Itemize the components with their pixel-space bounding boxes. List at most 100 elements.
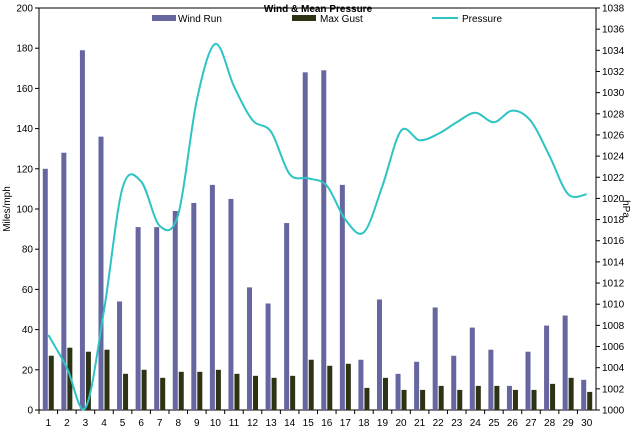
bar-max-gust bbox=[420, 389, 426, 410]
bar-max-gust bbox=[271, 377, 277, 410]
bar-wind-run bbox=[154, 227, 160, 410]
y-tick-label: 120 bbox=[16, 164, 33, 175]
x-tick-label: 14 bbox=[284, 418, 296, 429]
bar-wind-run bbox=[61, 152, 67, 410]
y-tick-label: 80 bbox=[22, 245, 34, 256]
x-tick-label: 3 bbox=[83, 418, 89, 429]
x-tick-label: 25 bbox=[488, 418, 500, 429]
bar-max-gust bbox=[550, 383, 556, 410]
bar-wind-run bbox=[488, 349, 494, 410]
x-tick-label: 5 bbox=[120, 418, 126, 429]
x-tick-label: 19 bbox=[377, 418, 389, 429]
x-tick-label: 13 bbox=[266, 418, 278, 429]
bar-wind-run bbox=[228, 198, 234, 410]
x-tick-label: 1 bbox=[46, 418, 52, 429]
bar-max-gust bbox=[327, 365, 333, 410]
pressure-line bbox=[47, 42, 587, 411]
bar-max-gust bbox=[141, 369, 147, 410]
x-tick-label: 16 bbox=[321, 418, 333, 429]
bar-wind-run bbox=[321, 70, 327, 410]
y2-tick-label: 1036 bbox=[602, 25, 625, 36]
x-tick-label: 24 bbox=[470, 418, 482, 429]
y2-tick-label: 1032 bbox=[602, 67, 625, 78]
bar-max-gust bbox=[494, 385, 500, 410]
y2-tick-label: 1008 bbox=[602, 321, 625, 332]
bar-max-gust bbox=[48, 355, 54, 410]
bar-wind-run bbox=[432, 307, 438, 410]
bar-max-gust bbox=[512, 389, 518, 410]
y2-tick-label: 1004 bbox=[602, 363, 625, 374]
x-tick-label: 8 bbox=[175, 418, 181, 429]
y2-tick-label: 1012 bbox=[602, 279, 625, 290]
y2-tick-label: 1022 bbox=[602, 173, 625, 184]
bar-max-gust bbox=[364, 387, 370, 410]
bar-wind-run bbox=[469, 327, 475, 410]
x-tick-label: 4 bbox=[101, 418, 107, 429]
y2-tick-label: 1014 bbox=[602, 257, 625, 268]
bar-max-gust bbox=[67, 347, 73, 410]
x-tick-label: 26 bbox=[507, 418, 519, 429]
legend-label-wind-run: Wind Run bbox=[178, 14, 222, 25]
y2-tick-label: 1028 bbox=[602, 109, 625, 120]
bar-wind-run bbox=[562, 315, 568, 410]
x-tick-label: 29 bbox=[563, 418, 575, 429]
y-tick-label: 180 bbox=[16, 44, 33, 55]
bar-wind-run bbox=[117, 301, 123, 410]
legend-label-pressure: Pressure bbox=[462, 14, 502, 25]
y-tick-label: 60 bbox=[22, 285, 34, 296]
x-tick-label: 18 bbox=[358, 418, 370, 429]
y2-tick-label: 1030 bbox=[602, 88, 625, 99]
y2-tick-label: 1026 bbox=[602, 130, 625, 141]
x-tick-label: 2 bbox=[64, 418, 70, 429]
y-tick-label: 100 bbox=[16, 205, 33, 216]
legend: Wind Run Max Gust Pressure bbox=[152, 14, 502, 25]
x-tick-label: 15 bbox=[303, 418, 315, 429]
y2-tick-label: 1018 bbox=[602, 215, 625, 226]
y2-tick-label: 1010 bbox=[602, 300, 625, 311]
y-axis-label-left: Miles/mph bbox=[2, 186, 13, 232]
bar-wind-run bbox=[265, 303, 271, 410]
y2-tick-label: 1034 bbox=[602, 46, 625, 57]
bar-wind-run bbox=[544, 325, 550, 410]
x-tick-label: 12 bbox=[247, 418, 259, 429]
bar-wind-run bbox=[172, 211, 178, 410]
bar-max-gust bbox=[197, 371, 203, 410]
bar-max-gust bbox=[587, 391, 593, 410]
bar-max-gust bbox=[85, 351, 91, 410]
bar-max-gust bbox=[531, 389, 537, 410]
bar-max-gust bbox=[308, 359, 314, 410]
bar-wind-run bbox=[209, 184, 215, 410]
bar-wind-run bbox=[451, 355, 457, 410]
bar-max-gust bbox=[438, 385, 444, 410]
bar-max-gust bbox=[457, 389, 463, 410]
y-axis-label-right: hPa bbox=[620, 200, 631, 218]
bar-wind-run bbox=[358, 359, 364, 410]
bar-max-gust bbox=[215, 369, 221, 410]
y2-tick-label: 1016 bbox=[602, 236, 625, 247]
plot-area: 0204060801001201401601802001000100210041… bbox=[16, 4, 624, 430]
legend-swatch-wind-run bbox=[152, 15, 176, 21]
bar-wind-run bbox=[414, 361, 420, 410]
legend-label-max-gust: Max Gust bbox=[320, 14, 363, 25]
y2-tick-label: 1024 bbox=[602, 152, 625, 163]
y-tick-label: 160 bbox=[16, 84, 33, 95]
x-tick-label: 11 bbox=[229, 418, 240, 429]
x-tick-label: 27 bbox=[525, 418, 537, 429]
y-tick-label: 200 bbox=[16, 4, 33, 15]
bar-wind-run bbox=[339, 184, 345, 410]
bar-wind-run bbox=[395, 373, 401, 410]
plot-border bbox=[38, 7, 597, 411]
bar-max-gust bbox=[401, 389, 407, 410]
bar-max-gust bbox=[178, 371, 184, 410]
bar-wind-run bbox=[506, 385, 512, 410]
bar-wind-run bbox=[525, 351, 531, 410]
x-tick-label: 28 bbox=[544, 418, 556, 429]
y2-tick-label: 1020 bbox=[602, 194, 625, 205]
bar-wind-run bbox=[79, 50, 85, 411]
bar-wind-run bbox=[247, 287, 253, 410]
bar-wind-run bbox=[284, 223, 290, 410]
bar-max-gust bbox=[234, 373, 240, 410]
y2-tick-label: 1000 bbox=[602, 406, 625, 417]
x-tick-label: 21 bbox=[414, 418, 426, 429]
